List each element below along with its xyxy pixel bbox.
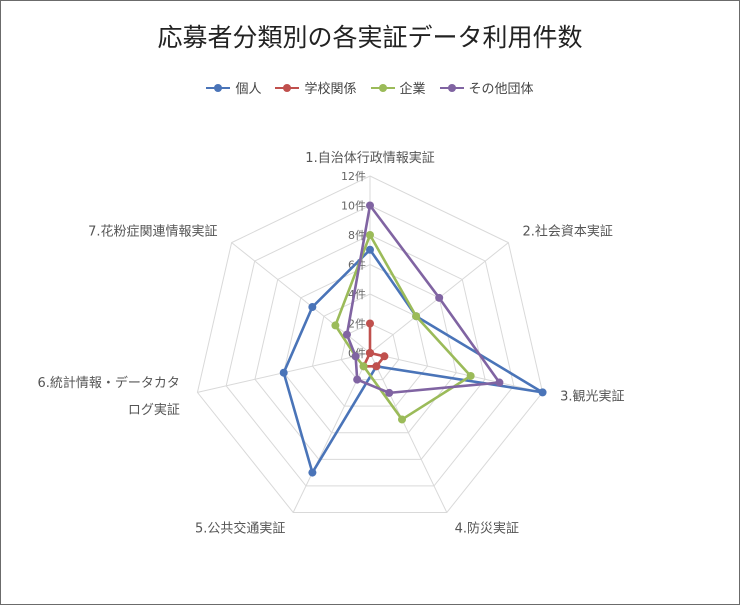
chart-title: 応募者分類別の各実証データ利用件数 — [157, 23, 583, 52]
series-point — [279, 368, 288, 377]
series-line — [334, 233, 472, 421]
legend-item-school: 学校関係 — [275, 78, 357, 97]
series-point — [308, 468, 317, 477]
chart-legend: 個人 学校関係 企業 その他団体 — [0, 78, 740, 97]
legend-label-company: 企業 — [399, 82, 426, 97]
category-label: 1.自治体行政情報実証 — [305, 150, 434, 166]
legend-swatch-individual — [206, 83, 231, 93]
series-point — [366, 349, 374, 357]
category-label: 2.社会資本実証 — [522, 223, 612, 239]
series-point — [359, 362, 368, 371]
series-point — [538, 388, 547, 397]
series-point — [385, 388, 394, 397]
grid-ring — [340, 322, 400, 381]
legend-label-other: その他団体 — [468, 82, 534, 97]
grid-ring — [283, 263, 457, 434]
series-point — [351, 352, 360, 361]
series-point — [372, 362, 381, 371]
grid-ring — [225, 204, 515, 487]
series-point — [366, 245, 374, 254]
series-point — [435, 293, 444, 302]
tick-label: 10件 — [341, 200, 366, 213]
legend-swatch-school — [275, 83, 300, 93]
legend-item-other: その他団体 — [439, 78, 534, 97]
tick-label: 12件 — [341, 170, 366, 183]
grid-spoke — [369, 352, 543, 393]
legend-swatch-company — [370, 83, 395, 93]
series-line — [362, 322, 386, 368]
category-label: 3.観光実証 — [560, 388, 624, 404]
category-label: 7.花粉症関連情報実証 — [88, 223, 217, 239]
series-point — [366, 231, 374, 239]
category-label: 6.統計情報・データカタ — [37, 375, 179, 391]
series-point — [397, 415, 406, 424]
series-point — [331, 321, 340, 330]
grid-ring — [311, 293, 429, 407]
tick-label: 4件 — [348, 288, 366, 301]
grid-ring — [196, 175, 544, 513]
legend-item-individual: 個人 — [206, 78, 261, 97]
series-point — [412, 312, 421, 321]
tick-label: 8件 — [348, 229, 366, 242]
series-point — [380, 352, 389, 361]
series-point — [495, 378, 504, 387]
legend-label-school: 学校関係 — [304, 82, 357, 97]
category-label: ログ実証 — [128, 402, 180, 418]
grid-spoke — [369, 352, 448, 513]
legend-item-company: 企業 — [370, 78, 426, 97]
legend-label-individual: 個人 — [235, 82, 262, 97]
series-point — [466, 371, 475, 380]
category-label: 4.防災実証 — [455, 521, 519, 537]
series-point — [353, 375, 362, 384]
grid-ring — [254, 234, 486, 460]
legend-swatch-other — [439, 83, 464, 93]
series-point — [366, 319, 374, 328]
tick-label: 2件 — [348, 318, 366, 331]
category-label: 5.公共交通実証 — [195, 521, 285, 537]
series-point — [366, 201, 374, 210]
series-point — [342, 330, 351, 339]
series-point — [308, 303, 317, 312]
series-line — [282, 248, 544, 474]
